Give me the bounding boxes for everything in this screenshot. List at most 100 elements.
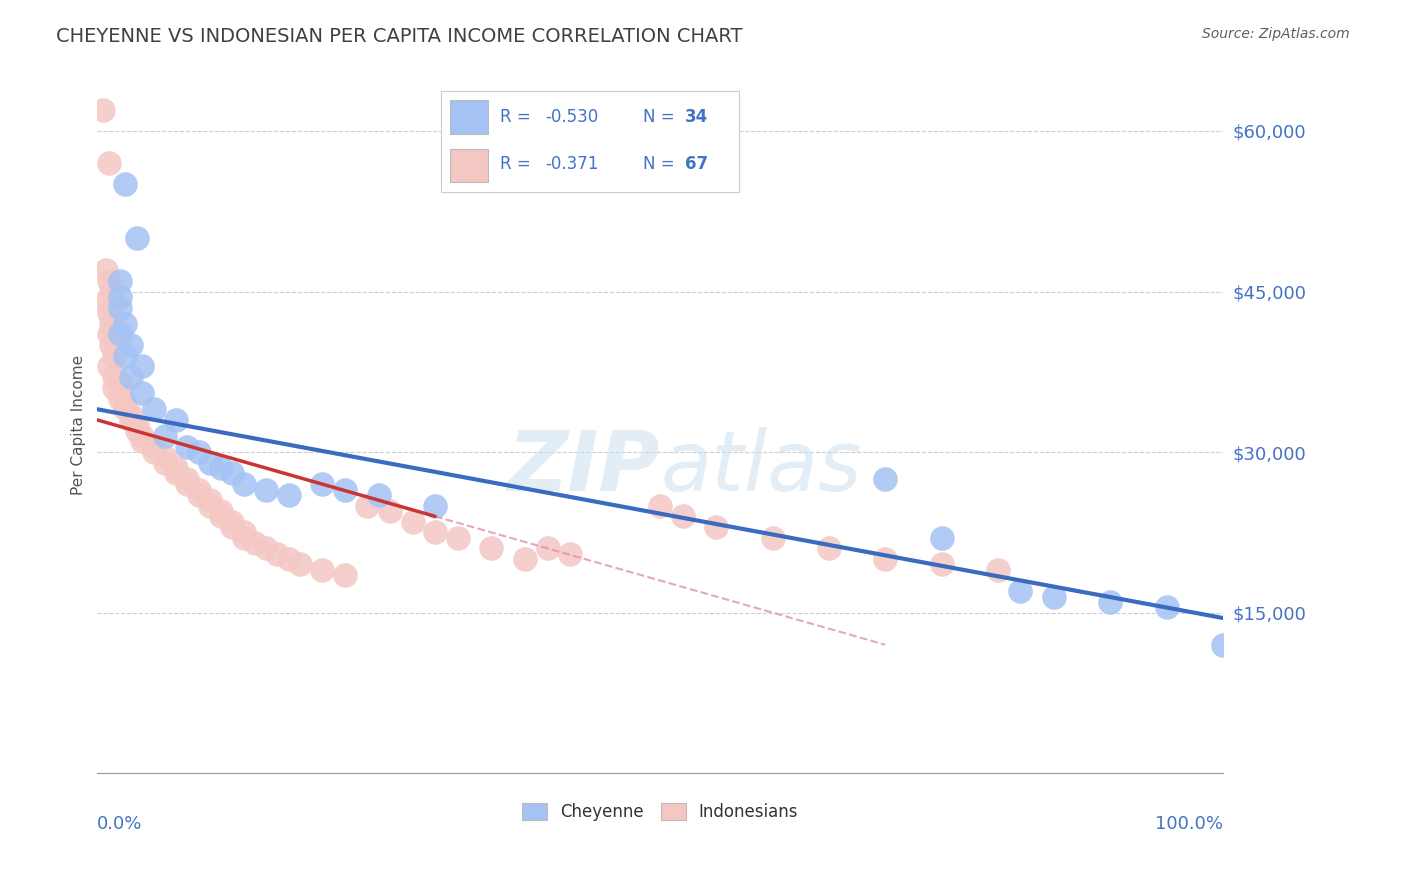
Point	[114, 349, 136, 363]
Point	[221, 467, 243, 481]
Point	[446, 531, 468, 545]
Point	[209, 504, 232, 518]
Text: 100.0%: 100.0%	[1154, 815, 1223, 833]
Point	[114, 397, 136, 411]
Point	[672, 509, 695, 524]
Point	[198, 493, 221, 508]
Point	[254, 541, 277, 556]
Point	[91, 103, 114, 117]
Point	[423, 499, 446, 513]
Point	[198, 499, 221, 513]
Point	[401, 515, 423, 529]
Point	[100, 338, 122, 352]
Point	[1099, 595, 1122, 609]
Point	[209, 461, 232, 475]
Point	[378, 504, 401, 518]
Point	[103, 370, 125, 384]
Point	[277, 488, 299, 502]
Point	[650, 499, 672, 513]
Point	[311, 563, 333, 577]
Point	[108, 386, 131, 401]
Point	[165, 413, 187, 427]
Point	[221, 515, 243, 529]
Text: Source: ZipAtlas.com: Source: ZipAtlas.com	[1202, 27, 1350, 41]
Point	[1010, 584, 1032, 599]
Point	[96, 263, 118, 277]
Point	[131, 386, 153, 401]
Point	[97, 359, 120, 374]
Point	[243, 536, 266, 550]
Point	[818, 541, 841, 556]
Point	[875, 472, 897, 486]
Point	[875, 552, 897, 566]
Point	[1212, 638, 1234, 652]
Point	[108, 392, 131, 406]
Point	[1156, 600, 1178, 615]
Point	[558, 547, 581, 561]
Point	[131, 434, 153, 449]
Point	[288, 558, 311, 572]
Point	[97, 156, 120, 170]
Point	[333, 483, 356, 497]
Legend: Cheyenne, Indonesians: Cheyenne, Indonesians	[515, 796, 806, 828]
Point	[125, 418, 148, 433]
Point	[536, 541, 558, 556]
Point	[176, 477, 198, 491]
Point	[165, 467, 187, 481]
Point	[108, 274, 131, 288]
Point	[706, 520, 728, 534]
Point	[221, 520, 243, 534]
Point	[153, 456, 176, 470]
Point	[479, 541, 502, 556]
Y-axis label: Per Capita Income: Per Capita Income	[72, 355, 86, 495]
Point	[1043, 590, 1066, 604]
Point	[108, 301, 131, 315]
Point	[356, 499, 378, 513]
Point	[153, 429, 176, 443]
Point	[120, 370, 142, 384]
Point	[762, 531, 785, 545]
Point	[114, 178, 136, 192]
Point	[131, 359, 153, 374]
Point	[333, 568, 356, 582]
Point	[125, 424, 148, 438]
Point	[187, 445, 209, 459]
Point	[100, 285, 122, 299]
Point	[103, 349, 125, 363]
Point	[423, 525, 446, 540]
Point	[232, 525, 254, 540]
Point	[266, 547, 288, 561]
Point	[277, 552, 299, 566]
Point	[198, 456, 221, 470]
Text: ZIP: ZIP	[508, 426, 661, 508]
Point	[142, 440, 165, 454]
Point	[176, 472, 198, 486]
Point	[108, 327, 131, 342]
Point	[142, 402, 165, 417]
Point	[108, 290, 131, 304]
Point	[254, 483, 277, 497]
Point	[153, 450, 176, 465]
Text: CHEYENNE VS INDONESIAN PER CAPITA INCOME CORRELATION CHART: CHEYENNE VS INDONESIAN PER CAPITA INCOME…	[56, 27, 742, 45]
Point	[114, 317, 136, 331]
Point	[100, 317, 122, 331]
Point	[987, 563, 1010, 577]
Point	[97, 306, 120, 320]
Text: atlas: atlas	[661, 426, 862, 508]
Point	[142, 445, 165, 459]
Point	[232, 477, 254, 491]
Point	[187, 488, 209, 502]
Point	[931, 558, 953, 572]
Point	[114, 402, 136, 417]
Point	[96, 295, 118, 310]
Point	[103, 381, 125, 395]
Point	[176, 440, 198, 454]
Point	[120, 413, 142, 427]
Point	[187, 483, 209, 497]
Point	[232, 531, 254, 545]
Point	[165, 461, 187, 475]
Point	[125, 231, 148, 245]
Point	[120, 338, 142, 352]
Point	[367, 488, 389, 502]
Point	[120, 408, 142, 422]
